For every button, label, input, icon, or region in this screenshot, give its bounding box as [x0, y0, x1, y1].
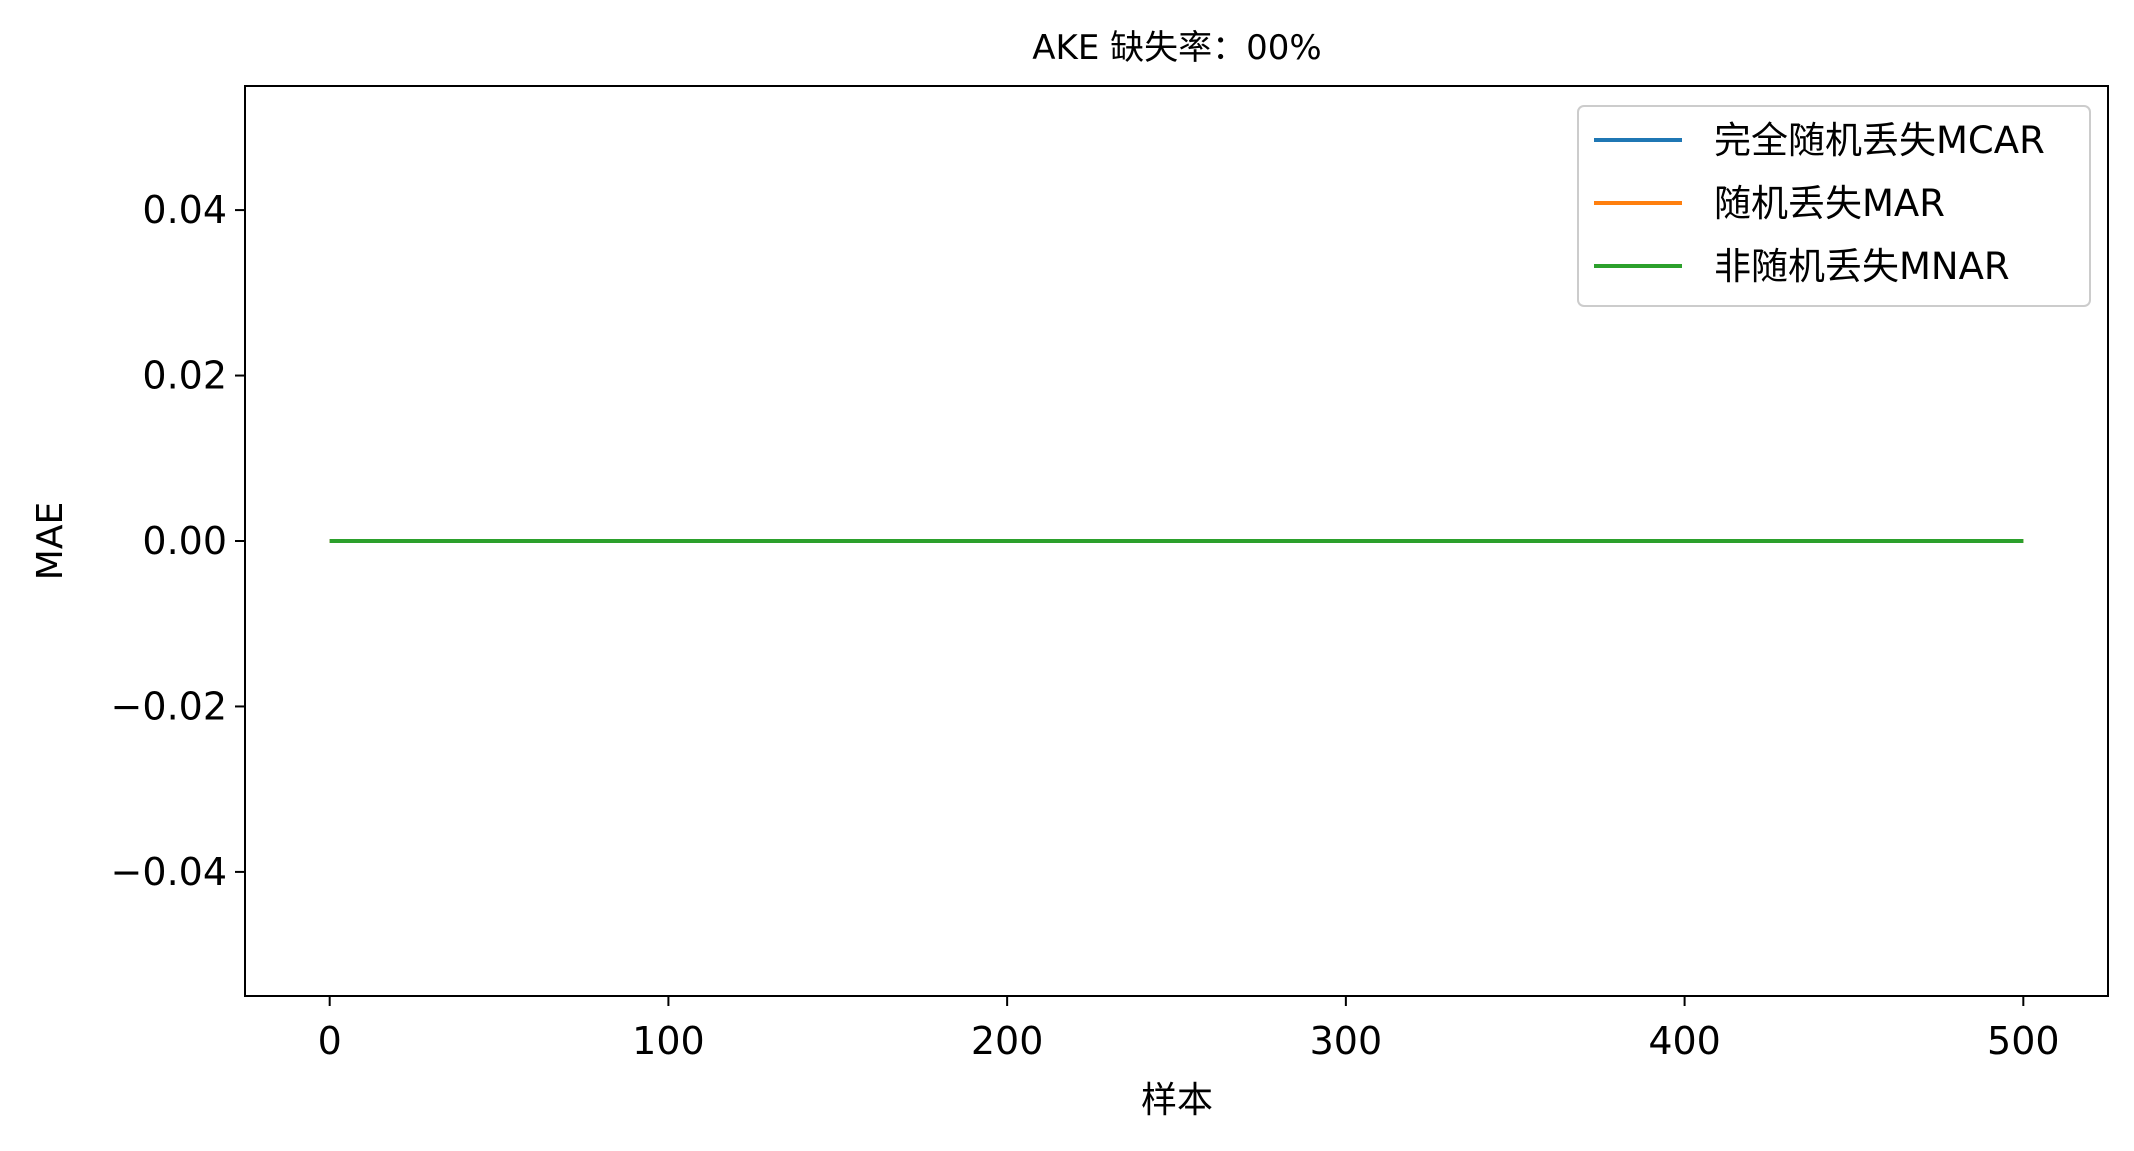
- x-tick-label: 500: [1987, 1019, 2060, 1063]
- y-tick-label: 0.04: [142, 188, 227, 232]
- x-tick-label: 300: [1310, 1019, 1383, 1063]
- legend-label-0: 完全随机丢失MCAR: [1714, 119, 2045, 162]
- legend-label-1: 随机丢失MAR: [1714, 182, 1945, 225]
- y-tick-label: −0.04: [111, 850, 227, 894]
- chart-title: AKE 缺失率：00%: [1032, 28, 1321, 68]
- legend: 完全随机丢失MCAR 随机丢失MAR 非随机丢失MNAR: [1577, 105, 2091, 307]
- y-tick-label: −0.02: [111, 684, 227, 728]
- x-axis: 0 100 200 300 400 500: [318, 996, 2060, 1063]
- legend-box: [1577, 105, 2091, 307]
- x-tick-label: 0: [318, 1019, 342, 1063]
- y-tick-label: 0.02: [142, 354, 227, 398]
- y-axis-label: MAE: [30, 502, 71, 580]
- x-axis-label: 样本: [1141, 1080, 1213, 1121]
- y-tick-label: 0.00: [142, 519, 227, 563]
- y-axis: −0.04 −0.02 0.00 0.02 0.04: [111, 188, 245, 894]
- x-tick-label: 400: [1648, 1019, 1721, 1063]
- x-tick-label: 200: [971, 1019, 1044, 1063]
- legend-label-2: 非随机丢失MNAR: [1714, 245, 2010, 288]
- x-tick-label: 100: [632, 1019, 705, 1063]
